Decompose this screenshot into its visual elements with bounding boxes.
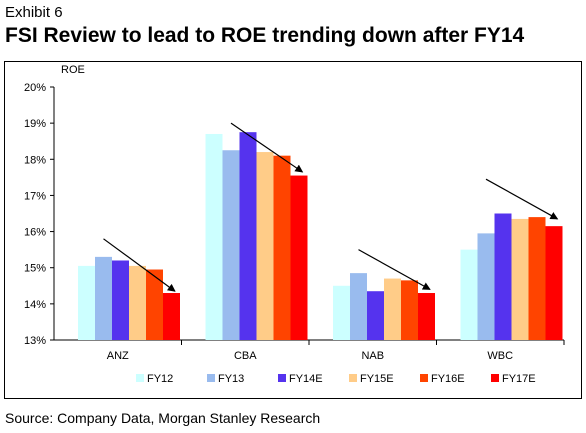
legend-label-fy16e: FY16E — [431, 373, 465, 385]
bar-cba-fy12 — [205, 133, 223, 340]
bar-anz-fy17e — [163, 293, 180, 340]
y-tick-label: 18% — [24, 154, 46, 166]
bar-anz-fy15e — [129, 265, 146, 340]
chart-frame — [4, 61, 582, 399]
y-axis-label: ROE — [61, 64, 85, 76]
bar-cba-fy14e — [239, 132, 257, 340]
bar-cba-fy15e — [256, 152, 274, 340]
legend-swatch-fy14e — [278, 374, 286, 382]
bar-nab-fy12 — [333, 285, 350, 340]
bar-wbc-fy14e — [494, 213, 512, 340]
bar-cba-fy17e — [290, 175, 308, 340]
trend-arrow-cba — [230, 122, 304, 173]
exhibit-label: Exhibit 6 — [5, 4, 63, 21]
x-tick-label: NAB — [361, 350, 384, 362]
source-note: Source: Company Data, Morgan Stanley Res… — [5, 410, 321, 426]
bar-wbc-fy12 — [460, 249, 478, 340]
bar-wbc-fy13 — [477, 233, 495, 340]
legend-label-fy14e: FY14E — [289, 373, 323, 385]
bar-wbc-fy15e — [511, 218, 529, 340]
y-tick-label: 17% — [24, 190, 46, 202]
legend-swatch-fy17e — [491, 374, 499, 382]
bar-anz-fy16e — [146, 269, 163, 340]
chart-title: FSI Review to lead to ROE trending down … — [5, 24, 525, 47]
bar-nab-fy15e — [384, 278, 401, 340]
trend-arrow-wbc — [485, 178, 559, 220]
bar-nab-fy14e — [367, 291, 384, 340]
legend-label-fy12: FY12 — [147, 373, 173, 385]
x-tick-label: ANZ — [107, 350, 129, 362]
bar-anz-fy13 — [95, 256, 112, 340]
y-tick-label: 13% — [24, 335, 46, 347]
x-tick-label: WBC — [487, 350, 513, 362]
bar-nab-fy17e — [418, 293, 435, 340]
trend-arrow-anz — [103, 238, 176, 292]
legend-label-fy13: FY13 — [218, 373, 244, 385]
y-tick-label: 19% — [24, 118, 46, 130]
legend-swatch-fy12 — [136, 374, 144, 382]
bar-cba-fy16e — [273, 155, 291, 340]
y-tick-label: 20% — [24, 82, 46, 94]
legend-label-fy17e: FY17E — [502, 373, 536, 385]
bar-cba-fy13 — [222, 150, 240, 340]
legend-swatch-fy16e — [420, 374, 428, 382]
trend-arrow-nab — [358, 249, 431, 290]
bar-anz-fy12 — [78, 265, 95, 340]
x-tick-label: CBA — [234, 350, 257, 362]
legend-swatch-fy15e — [349, 374, 357, 382]
y-tick-label: 16% — [24, 227, 46, 239]
legend-swatch-fy13 — [207, 374, 215, 382]
y-tick-label: 14% — [24, 299, 46, 311]
bar-nab-fy13 — [350, 273, 367, 340]
bar-wbc-fy16e — [528, 217, 546, 340]
bar-anz-fy14e — [112, 260, 129, 340]
y-tick-label: 15% — [24, 263, 46, 275]
bar-nab-fy16e — [401, 280, 418, 340]
bar-wbc-fy17e — [545, 226, 563, 340]
legend-label-fy15e: FY15E — [360, 373, 394, 385]
